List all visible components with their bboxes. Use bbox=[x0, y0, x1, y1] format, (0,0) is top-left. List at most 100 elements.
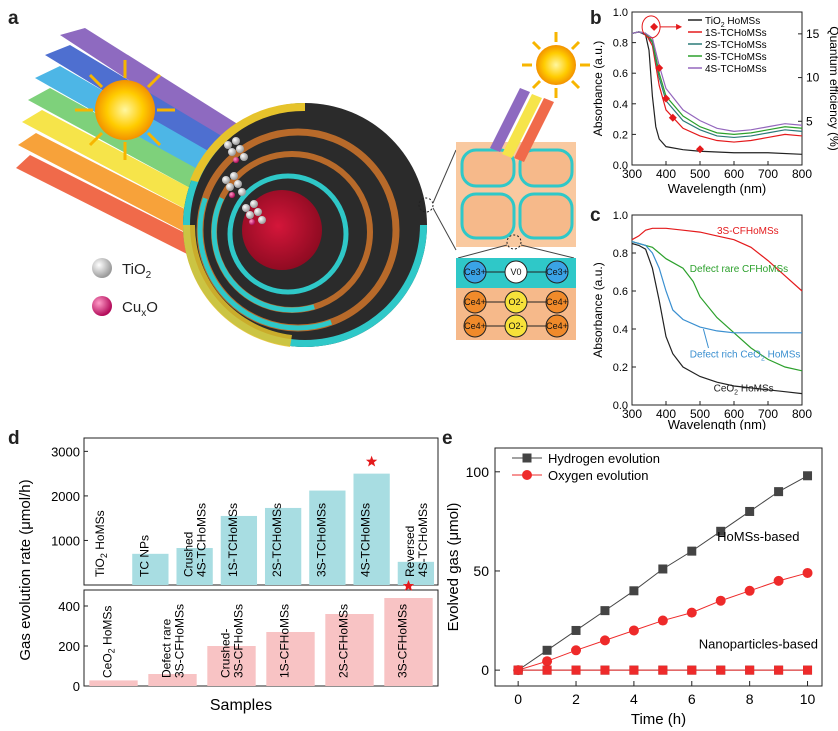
chart-d-bottom-bar-label-line2: 3S-CFHoMSs bbox=[232, 604, 246, 678]
chart-b-xtick-label: 400 bbox=[656, 167, 676, 181]
chart-b-legend-label: TiO2 HoMSs bbox=[705, 16, 760, 29]
chart-e-point bbox=[803, 665, 813, 675]
chart-d-top-bar-label: 3S-TCHoMSs bbox=[314, 503, 328, 577]
chart-e-point bbox=[687, 546, 697, 556]
chart-c-series-line bbox=[631, 241, 803, 372]
chart-e-xtick-label: 8 bbox=[746, 691, 754, 707]
chart-b-y2tick-label: 10 bbox=[806, 71, 820, 85]
panel-label-b: b bbox=[590, 8, 602, 29]
chart-d-bottom-ytick-label: 0 bbox=[73, 679, 80, 694]
chart-b-legend-label: 3S-TCHoMSs bbox=[705, 52, 767, 63]
chart-d-top-bar-label: 1S-TCHoMSs bbox=[226, 503, 240, 577]
chart-d-top-bar-label-line2: 4S-TCHoMSs bbox=[416, 503, 430, 577]
chart-d-top-bar bbox=[397, 561, 435, 585]
chart-b-ytick-label: 0.6 bbox=[613, 68, 628, 80]
sun-right-icon bbox=[522, 32, 590, 98]
chart-e-legend-marker bbox=[522, 470, 532, 480]
chart-c-series-label: Defect rare CFHoMSs bbox=[690, 264, 788, 275]
chart-d-bottom-bar-label: 3S-CFHoMSs bbox=[396, 604, 410, 678]
chart-e-ytick-label: 0 bbox=[481, 662, 489, 678]
chart-e-point bbox=[542, 645, 552, 655]
chart-d-top-star-icon bbox=[365, 455, 378, 467]
chart-d-bottom-ytick-label: 200 bbox=[58, 639, 80, 654]
chart-c-series-label: 3S-CFHoMSs bbox=[717, 226, 779, 237]
chart-e-point bbox=[716, 526, 726, 536]
chart-b-qe-point bbox=[655, 63, 664, 72]
chart-d-top-bar bbox=[353, 473, 390, 585]
svg-text:Ce4+: Ce4+ bbox=[464, 297, 486, 307]
chart-d-bottom-bar-label-line2: 3S-CFHoMSs bbox=[173, 604, 187, 678]
chart-e-xtick-label: 0 bbox=[514, 691, 522, 707]
chart-e-xtick-label: 2 bbox=[572, 691, 580, 707]
chart-e-ytick-label: 100 bbox=[466, 464, 490, 480]
chart-b-legend-label: 4S-TCHoMSs bbox=[705, 64, 767, 75]
chart-b-xtick-label: 300 bbox=[622, 167, 642, 181]
chart-b-ylabel: Absorbance (a.u.) bbox=[591, 41, 605, 136]
chart-c-xlabel: Wavelength (nm) bbox=[668, 417, 767, 430]
chart-c-series-line bbox=[631, 241, 802, 334]
chart-b-ytick-label: 0.0 bbox=[613, 160, 628, 172]
chart-d-xlabel: Samples bbox=[210, 697, 272, 714]
chart-b-series-line bbox=[631, 31, 803, 132]
chart-b-ytick-label: 0.2 bbox=[613, 129, 628, 141]
chart-d-top-bar bbox=[309, 490, 346, 585]
chart-d-top-bar bbox=[220, 515, 258, 585]
chart-d-top-bar bbox=[176, 548, 213, 585]
chart-d-bottom-bar bbox=[89, 680, 138, 686]
chart-d-top-ytick-label: 3000 bbox=[51, 444, 80, 459]
chart-e-annotation-nanoparticles: Nanoparticles-based bbox=[699, 636, 818, 651]
chart-b-qe-point bbox=[668, 113, 677, 122]
legend-tio2: TiO2 bbox=[92, 258, 152, 281]
nanoparticle-clusters bbox=[222, 137, 266, 225]
chart-d-bottom-bar bbox=[148, 674, 197, 686]
chart-b-absorbance: 300 400 500 600 700 800 0.0 0.2 0.4 0.6 0.8 1.0 5 10 1… bbox=[591, 7, 838, 196]
chart-e-point bbox=[657, 615, 668, 626]
chart-d-top-bar-label: Reversed bbox=[403, 526, 417, 577]
chart-e-frame bbox=[494, 447, 823, 687]
chart-c-ytick-label: 0.6 bbox=[613, 286, 628, 298]
svg-text:O2-: O2- bbox=[508, 297, 523, 307]
chart-b-qe-point bbox=[650, 22, 659, 31]
panel-label-e: e bbox=[442, 428, 453, 449]
panel-label-a: a bbox=[8, 8, 19, 29]
chart-c-ytick-label: 0.4 bbox=[613, 324, 628, 336]
chart-d-gas-evolution: 1000 2000 3000 0 200 400 TiO2 HoMSs TC NPs Crush… bbox=[17, 437, 439, 714]
chart-e-xlabel: Time (h) bbox=[631, 711, 686, 728]
chart-c-series-line bbox=[631, 242, 803, 395]
chart-e-point bbox=[802, 567, 813, 578]
chart-c-xtick-label: 300 bbox=[622, 407, 642, 421]
chart-e-point bbox=[571, 645, 582, 656]
homss-sphere bbox=[182, 102, 427, 347]
chart-e-point bbox=[774, 487, 784, 497]
chart-e-point bbox=[628, 625, 639, 636]
chart-b-qe-highlight bbox=[641, 15, 661, 39]
chart-e-point bbox=[773, 575, 784, 586]
chart-d-bottom-bar-label: Crushed- bbox=[219, 629, 233, 678]
chart-e-point bbox=[629, 586, 639, 596]
svg-text:Ce4+: Ce4+ bbox=[464, 321, 486, 331]
chart-c-frame bbox=[631, 214, 803, 406]
chart-d-bottom-bar bbox=[266, 632, 315, 686]
svg-text:Ce4+: Ce4+ bbox=[546, 321, 568, 331]
light-beam-right bbox=[490, 88, 554, 162]
chart-e-point bbox=[600, 665, 610, 675]
chart-b-qe-arrowhead bbox=[676, 23, 683, 30]
chart-b-xtick-label: 500 bbox=[690, 167, 710, 181]
chart-d-bottom-bar-label: CeO2 HoMSs bbox=[101, 606, 117, 678]
chart-d-top-bar-label: TiO2 HoMSs bbox=[93, 510, 109, 577]
chart-c-xtick-label: 600 bbox=[724, 407, 744, 421]
chart-e-point bbox=[803, 471, 813, 481]
chart-e-point bbox=[542, 665, 552, 675]
lattice-schematic: Ce3+ V0 Ce3+ Ce4+ O2- Ce4+ Ce4+ O2- Ce4+ bbox=[456, 258, 576, 340]
chart-d-bottom-bar bbox=[384, 598, 433, 686]
chart-e-point bbox=[571, 665, 581, 675]
chart-d-top-frame bbox=[83, 437, 439, 586]
svg-text:Ce3+: Ce3+ bbox=[546, 267, 568, 277]
svg-text:Ce4+: Ce4+ bbox=[546, 297, 568, 307]
chart-e-point bbox=[715, 595, 726, 606]
panel-label-d: d bbox=[8, 428, 20, 449]
chart-e-point bbox=[571, 625, 581, 635]
chart-c-ytick-label: 0.2 bbox=[613, 362, 628, 374]
chart-e-point bbox=[658, 564, 668, 574]
